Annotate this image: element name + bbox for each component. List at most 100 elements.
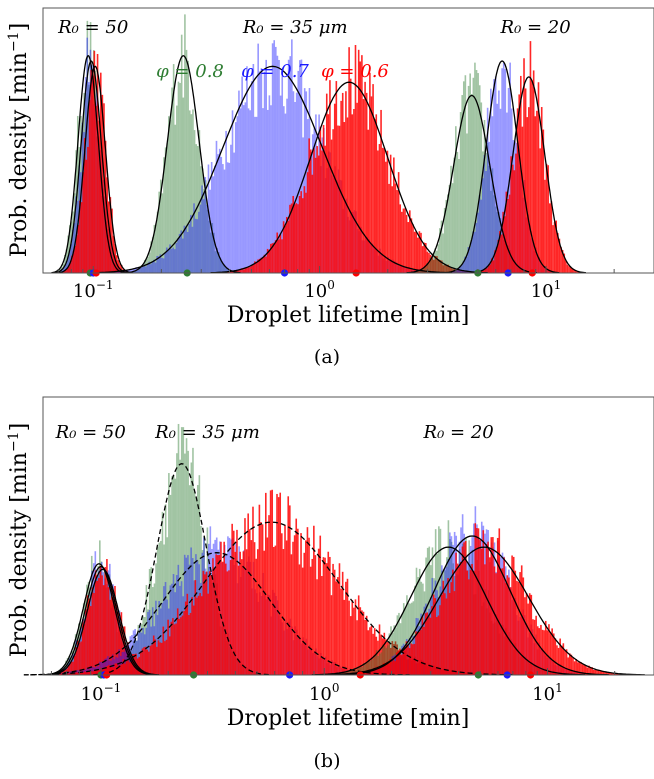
hist-bar bbox=[145, 585, 148, 675]
hist-bar bbox=[333, 103, 336, 274]
hist-bar bbox=[125, 661, 128, 675]
hist-bar bbox=[453, 591, 456, 675]
hist-bar bbox=[332, 129, 334, 273]
radius-label: R₀ = 50 bbox=[57, 17, 128, 38]
hist-bar bbox=[93, 670, 96, 675]
hist-bar bbox=[265, 59, 267, 274]
hist-bar bbox=[559, 638, 561, 675]
hist-bar bbox=[85, 609, 87, 675]
hist-bar bbox=[372, 658, 375, 675]
hist-bar bbox=[130, 661, 133, 675]
hist-bar bbox=[487, 541, 489, 675]
hist-bar bbox=[183, 611, 185, 675]
hist-bar bbox=[466, 133, 468, 273]
hist-bar bbox=[492, 537, 494, 675]
panel-b-x-ticks: 10−1 100 101 bbox=[50, 668, 654, 705]
hist-bar bbox=[325, 93, 328, 274]
hist-bar bbox=[266, 109, 269, 273]
hist-bar bbox=[490, 190, 492, 273]
hist-bar bbox=[474, 62, 476, 273]
hist-bar bbox=[556, 645, 558, 675]
hist-bar bbox=[231, 271, 234, 273]
hist-bar bbox=[172, 64, 175, 274]
hist-bar bbox=[163, 544, 165, 675]
hist-bar bbox=[514, 570, 517, 675]
hist-bar bbox=[114, 271, 117, 273]
hist-bar bbox=[156, 255, 158, 273]
hist-bar bbox=[594, 669, 597, 675]
hist-bar bbox=[518, 94, 520, 273]
hist-bar bbox=[66, 268, 68, 273]
hist-bar bbox=[573, 661, 576, 675]
hist-bar bbox=[464, 256, 466, 273]
hist-bar bbox=[170, 248, 173, 273]
hist-bar bbox=[287, 59, 290, 273]
hist-bar bbox=[164, 147, 167, 273]
hist-bar bbox=[575, 658, 577, 675]
hist-bar bbox=[279, 233, 282, 273]
hist-bar bbox=[106, 177, 108, 273]
hist-bar bbox=[232, 530, 235, 675]
hist-bar bbox=[468, 579, 470, 675]
hist-bar bbox=[535, 615, 537, 675]
hist-bar bbox=[152, 587, 154, 675]
hist-bar bbox=[499, 231, 501, 273]
x-tick-label-exponent: 0 bbox=[332, 681, 340, 695]
hist-bar bbox=[177, 238, 179, 273]
hist-bar bbox=[104, 567, 107, 675]
hist-bar bbox=[72, 672, 75, 675]
hist-bar bbox=[558, 238, 561, 273]
hist-bar bbox=[503, 216, 506, 273]
hist-bar bbox=[325, 563, 328, 675]
hist-bar bbox=[316, 146, 318, 273]
hist-bar bbox=[72, 250, 75, 273]
hist-bar bbox=[116, 271, 118, 273]
hist-bar bbox=[562, 643, 565, 675]
hist-bar bbox=[576, 270, 578, 273]
hist-bar bbox=[273, 546, 275, 675]
hist-bar bbox=[429, 617, 432, 675]
hist-bar bbox=[239, 269, 242, 273]
hist-bar bbox=[447, 578, 449, 675]
hist-bar bbox=[148, 261, 150, 273]
hist-bar bbox=[270, 105, 272, 273]
hist-bar bbox=[333, 569, 336, 675]
panel-a-histograms bbox=[54, 14, 582, 274]
hist-bar bbox=[554, 638, 557, 675]
hist-bar bbox=[379, 653, 381, 675]
panel-a-y-axis-label: Prob. density [min−1] bbox=[6, 23, 32, 257]
hist-bar bbox=[538, 628, 541, 675]
hist-bar bbox=[122, 659, 125, 675]
hist-bar bbox=[305, 91, 308, 274]
hist-bar bbox=[182, 97, 185, 273]
hist-bar bbox=[560, 247, 562, 273]
hist-bar bbox=[175, 242, 178, 273]
hist-bar bbox=[95, 106, 97, 274]
hist-bar bbox=[213, 232, 215, 273]
hist-bar bbox=[374, 655, 376, 675]
hist-bar bbox=[77, 224, 80, 273]
hist-bar bbox=[151, 644, 153, 675]
hist-bar bbox=[293, 204, 296, 273]
hist-bar bbox=[581, 664, 584, 675]
hist-bar bbox=[154, 262, 157, 273]
hist-bar bbox=[491, 116, 494, 274]
hist-bar bbox=[439, 228, 441, 273]
hist-bar bbox=[345, 91, 347, 273]
hist-bar bbox=[161, 193, 164, 273]
hist-bar bbox=[437, 259, 440, 273]
hist-bar bbox=[174, 124, 177, 274]
hist-bar bbox=[78, 642, 81, 675]
hist-bar bbox=[376, 666, 379, 675]
hist-bar bbox=[367, 659, 370, 675]
hist-bar bbox=[353, 109, 355, 273]
hist-bar bbox=[485, 544, 488, 675]
hist-bar bbox=[365, 615, 368, 675]
hist-bar bbox=[351, 600, 354, 675]
hist-bar bbox=[472, 231, 474, 273]
hist-bar bbox=[218, 148, 221, 273]
hist-bar bbox=[363, 663, 365, 675]
hist-bar bbox=[456, 268, 459, 273]
fit-curve bbox=[323, 546, 645, 676]
